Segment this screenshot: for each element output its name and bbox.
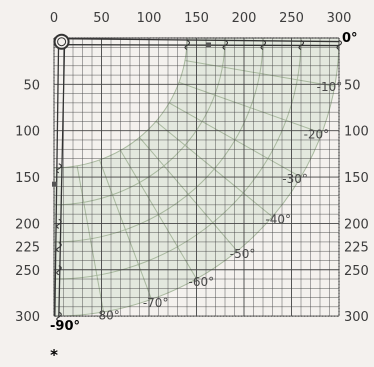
- y-tick-label-left: 150: [15, 171, 40, 186]
- angle-ray: [178, 81, 322, 134]
- hook-icon: [298, 39, 305, 50]
- x-tick-label: 200: [232, 11, 257, 26]
- angle-label: 0°: [342, 31, 358, 46]
- angle-label: -10°: [317, 80, 343, 94]
- y-tick-label-left: 200: [15, 217, 40, 232]
- y-tick-label-left: 225: [15, 241, 40, 256]
- hook-icon: [260, 39, 267, 50]
- y-tick-label-right: 300: [344, 310, 369, 325]
- y-tick-label-left: 50: [23, 78, 40, 93]
- x-tick-label: 50: [93, 11, 110, 26]
- y-tick-label-left: 300: [15, 310, 40, 325]
- angle-ray: [155, 121, 273, 218]
- pivot-hub: [53, 33, 70, 50]
- y-tick-label-right: 225: [344, 241, 369, 256]
- y-tick-label-right: 100: [344, 125, 369, 140]
- angle-ray: [99, 159, 152, 300]
- x-tick-label: 150: [184, 11, 209, 26]
- radius-arc: [53, 37, 226, 206]
- grid-lines: [53, 37, 340, 317]
- y-tick-label-right: 250: [344, 264, 369, 279]
- grid-frame: [53, 37, 340, 317]
- angle-label: -90°: [50, 319, 80, 334]
- angle-ray: [184, 60, 335, 87]
- hook-icon: [222, 39, 229, 50]
- y-tick-label-left: 250: [15, 264, 40, 279]
- y-tick-label-right: 50: [344, 78, 361, 93]
- axis-labels: 0 50 100 150 200 250 300 50 50 100 100 150 150 200 200…: [15, 11, 369, 325]
- boom-horizontal: [61, 38, 340, 47]
- load-block: [52, 181, 57, 187]
- y-tick-label-left: 100: [15, 125, 40, 140]
- radius-arc: [53, 37, 302, 280]
- x-tick-label: 100: [137, 11, 162, 26]
- radius-arc: [53, 37, 264, 243]
- hook-icon: [56, 265, 62, 276]
- x-tick-label: 300: [327, 11, 352, 26]
- angle-label: -20°: [304, 127, 330, 141]
- angle-ray: [139, 137, 238, 252]
- x-tick-label: 0: [50, 11, 58, 26]
- boom-positions: [52, 33, 343, 322]
- angle-label: -70°: [143, 296, 169, 310]
- y-tick-label-right: 200: [344, 217, 369, 232]
- hook-icon: [336, 39, 343, 50]
- angle-label: -80°: [94, 309, 120, 323]
- angle-ray: [76, 165, 104, 312]
- x-tick-label: 250: [279, 11, 304, 26]
- radius-arc: [53, 37, 340, 317]
- angle-label: -30°: [282, 172, 308, 186]
- hook-icon: [56, 311, 62, 322]
- angle-label: -40°: [265, 212, 291, 226]
- hook-icon: [56, 242, 62, 253]
- angle-labels: 0° -10° -20° -30° -40° -50° -60° -70° -80° -90°: [50, 31, 358, 334]
- hook-icon: [56, 163, 62, 174]
- footnote-asterisk: *: [50, 346, 58, 362]
- angle-label: -60°: [189, 275, 215, 289]
- load-block: [206, 42, 211, 48]
- hook-icon: [56, 218, 62, 229]
- y-tick-label-right: 150: [344, 171, 369, 186]
- hook-icon: [184, 39, 191, 50]
- angle-label: -50°: [230, 247, 256, 261]
